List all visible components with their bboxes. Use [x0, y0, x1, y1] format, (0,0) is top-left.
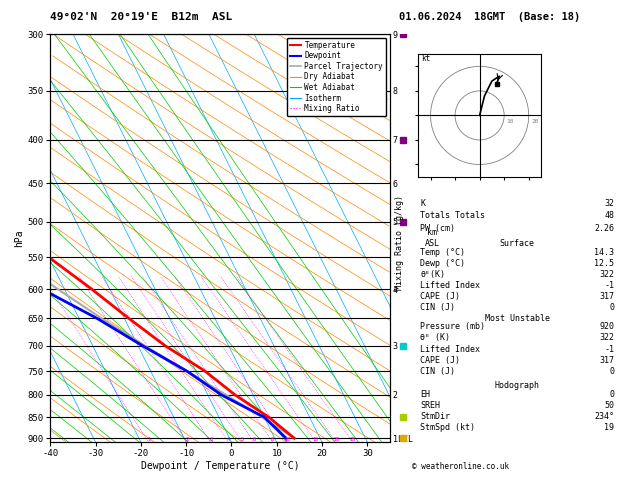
Text: Pressure (mb): Pressure (mb): [420, 322, 486, 331]
Text: Most Unstable: Most Unstable: [485, 313, 550, 323]
Text: 10: 10: [506, 119, 514, 124]
Text: 14.3: 14.3: [594, 248, 615, 258]
X-axis label: Dewpoint / Temperature (°C): Dewpoint / Temperature (°C): [141, 461, 299, 471]
Text: 01.06.2024  18GMT  (Base: 18): 01.06.2024 18GMT (Base: 18): [399, 12, 581, 22]
Text: StmDir: StmDir: [420, 412, 450, 421]
Text: 6: 6: [252, 437, 255, 442]
Legend: Temperature, Dewpoint, Parcel Trajectory, Dry Adiabat, Wet Adiabat, Isotherm, Mi: Temperature, Dewpoint, Parcel Trajectory…: [287, 38, 386, 116]
Text: 1: 1: [147, 437, 150, 442]
Text: 10: 10: [284, 437, 291, 442]
Text: Temp (°C): Temp (°C): [420, 248, 465, 258]
Text: θᴱ(K): θᴱ(K): [420, 270, 445, 279]
Text: CIN (J): CIN (J): [420, 366, 455, 376]
Text: EH: EH: [420, 390, 430, 399]
Text: CAPE (J): CAPE (J): [420, 356, 460, 364]
Text: 317: 317: [599, 356, 615, 364]
Text: Hodograph: Hodograph: [495, 382, 540, 390]
Text: 322: 322: [599, 270, 615, 279]
Text: Lifted Index: Lifted Index: [420, 281, 481, 290]
Text: K: K: [420, 199, 425, 208]
Text: 322: 322: [599, 333, 615, 343]
Text: 3: 3: [209, 437, 213, 442]
Text: 20: 20: [333, 437, 340, 442]
Text: 920: 920: [599, 322, 615, 331]
Text: Totals Totals: Totals Totals: [420, 211, 486, 221]
Text: 0: 0: [610, 303, 615, 312]
Text: StmSpd (kt): StmSpd (kt): [420, 423, 476, 432]
Text: 48: 48: [604, 211, 615, 221]
Text: © weatheronline.co.uk: © weatheronline.co.uk: [412, 462, 509, 471]
Text: 19: 19: [604, 423, 615, 432]
Text: 8: 8: [271, 437, 274, 442]
Y-axis label: hPa: hPa: [14, 229, 25, 247]
Text: 234°: 234°: [594, 412, 615, 421]
Text: -1: -1: [604, 281, 615, 290]
Text: Lifted Index: Lifted Index: [420, 345, 481, 353]
Text: 20: 20: [531, 119, 538, 124]
Text: 2.26: 2.26: [594, 224, 615, 233]
Text: Mixing Ratio (g/kg): Mixing Ratio (g/kg): [395, 195, 404, 291]
Text: 12.5: 12.5: [594, 260, 615, 268]
Text: CAPE (J): CAPE (J): [420, 292, 460, 301]
Text: Surface: Surface: [500, 239, 535, 247]
Text: PW (cm): PW (cm): [420, 224, 455, 233]
Text: SREH: SREH: [420, 401, 440, 410]
Text: 0: 0: [610, 390, 615, 399]
Text: 2: 2: [186, 437, 189, 442]
Text: 0: 0: [610, 366, 615, 376]
Text: Dewp (°C): Dewp (°C): [420, 260, 465, 268]
Text: 50: 50: [604, 401, 615, 410]
Text: 5: 5: [241, 437, 244, 442]
Text: 4: 4: [226, 437, 230, 442]
Text: 49°02'N  20°19'E  B12m  ASL: 49°02'N 20°19'E B12m ASL: [50, 12, 233, 22]
Text: 25: 25: [350, 437, 356, 442]
Text: -1: -1: [604, 345, 615, 353]
Text: 32: 32: [604, 199, 615, 208]
Y-axis label: km
ASL: km ASL: [425, 228, 440, 248]
Text: kt: kt: [421, 54, 430, 64]
Text: θᴱ (K): θᴱ (K): [420, 333, 450, 343]
Text: 317: 317: [599, 292, 615, 301]
Text: CIN (J): CIN (J): [420, 303, 455, 312]
Text: 15: 15: [313, 437, 319, 442]
